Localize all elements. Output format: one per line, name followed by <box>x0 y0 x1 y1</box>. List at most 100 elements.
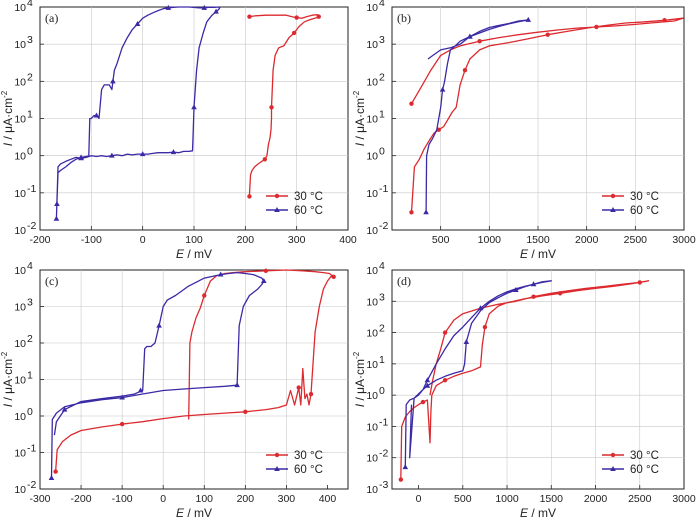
tick-superscript: 1 <box>379 109 385 121</box>
tick-superscript: -1 <box>27 183 36 195</box>
data-point <box>477 39 482 44</box>
y-tick-label: 10 <box>366 76 378 88</box>
y-tick-label: 10 <box>14 302 26 314</box>
data-point <box>269 105 274 110</box>
tick-superscript: 3 <box>27 297 33 309</box>
tick-superscript: 0 <box>27 146 33 158</box>
data-point <box>191 104 197 110</box>
legend-label: 60 °C <box>630 205 659 217</box>
data-point <box>442 330 448 335</box>
data-point <box>477 305 484 311</box>
legend-marker <box>610 193 616 199</box>
y-tick-label: 10 <box>366 39 378 51</box>
legend-marker <box>610 207 616 212</box>
y-tick-label: 10 <box>366 390 378 402</box>
data-point <box>531 294 536 299</box>
data-point <box>594 24 599 30</box>
data-point <box>93 112 100 118</box>
tick-superscript: 1 <box>379 354 385 366</box>
y-tick-label: 10 <box>14 39 26 51</box>
x-axis-title: E / mV <box>520 506 556 520</box>
data-point <box>402 464 409 470</box>
data-point <box>247 14 252 19</box>
tick-superscript: -3 <box>379 479 388 491</box>
panel-label: (b) <box>397 11 411 25</box>
data-point <box>409 210 414 215</box>
tick-superscript: 0 <box>379 146 385 158</box>
data-point <box>420 399 426 405</box>
tick-superscript: -2 <box>27 220 36 232</box>
tick-superscript: 0 <box>27 406 33 418</box>
data-point <box>110 78 116 84</box>
data-point <box>234 382 240 388</box>
legend-marker <box>610 452 616 458</box>
data-point <box>442 378 448 383</box>
tick-superscript: 1 <box>27 109 33 121</box>
legend-label: 30 °C <box>630 191 659 203</box>
data-point <box>217 271 224 277</box>
x-tick-label: 300 <box>288 234 306 246</box>
data-point <box>294 15 299 20</box>
x-tick-label: 2000 <box>575 234 599 246</box>
x-axis-title: E / mV <box>520 247 556 261</box>
tick-superscript: 2 <box>27 71 33 83</box>
data-point <box>409 101 414 106</box>
legend-label: 60 °C <box>630 464 659 476</box>
data-point <box>243 409 248 415</box>
data-point <box>637 280 642 285</box>
y-tick-label: 10 <box>366 2 378 14</box>
y-axis-title: I / μA·cm-2 <box>352 90 367 146</box>
x-tick-label: 0 <box>140 234 146 246</box>
x-axis-title: E / mV <box>176 247 212 261</box>
y-tick-label: 10 <box>366 265 378 277</box>
data-point <box>513 286 519 292</box>
y-tick-label: 10 <box>14 448 26 460</box>
data-point <box>424 382 431 388</box>
tick-superscript: 2 <box>379 323 385 335</box>
tick-superscript: -1 <box>379 416 388 428</box>
data-point <box>331 274 336 280</box>
y-tick-label: 10 <box>366 188 378 200</box>
x-tick-label: 300 <box>278 493 296 505</box>
plot-area <box>391 269 685 490</box>
y-tick-label: 10 <box>14 225 26 237</box>
tick-superscript: 3 <box>379 291 385 303</box>
data-point <box>156 322 162 328</box>
panel-label: (c) <box>45 274 58 288</box>
y-tick-label: 10 <box>14 375 26 387</box>
tick-superscript: 4 <box>379 260 385 272</box>
y-tick-label: 10 <box>366 225 378 237</box>
data-point <box>119 421 125 427</box>
y-tick-label: 10 <box>366 296 378 308</box>
tick-superscript: 3 <box>379 34 385 46</box>
y-tick-label: 10 <box>14 2 26 14</box>
y-tick-label: 10 <box>366 359 378 371</box>
legend-label: 30 °C <box>294 450 323 462</box>
data-point <box>119 394 125 400</box>
tick-superscript: -2 <box>379 448 388 460</box>
legend-marker <box>610 466 616 471</box>
panel-label: (d) <box>397 274 411 288</box>
data-point <box>61 406 68 412</box>
data-point <box>423 209 429 215</box>
tick-superscript: 3 <box>27 34 33 46</box>
x-axis-title: E / mV <box>176 506 212 520</box>
data-point <box>134 20 141 26</box>
x-tick-label: 500 <box>454 493 472 505</box>
x-tick-label: 2500 <box>628 493 652 505</box>
y-tick-label: 10 <box>366 421 378 433</box>
data-point <box>482 324 488 330</box>
y-tick-label: 10 <box>14 338 26 350</box>
data-point <box>557 291 563 296</box>
data-point <box>296 385 301 390</box>
y-tick-label: 10 <box>366 151 378 163</box>
x-tick-label: -100 <box>112 493 133 505</box>
data-point <box>109 152 115 158</box>
x-tick-label: 400 <box>319 493 337 505</box>
x-tick-label: 1500 <box>526 234 550 246</box>
legend-label: 30 °C <box>294 191 323 203</box>
tick-superscript: 0 <box>379 385 385 397</box>
